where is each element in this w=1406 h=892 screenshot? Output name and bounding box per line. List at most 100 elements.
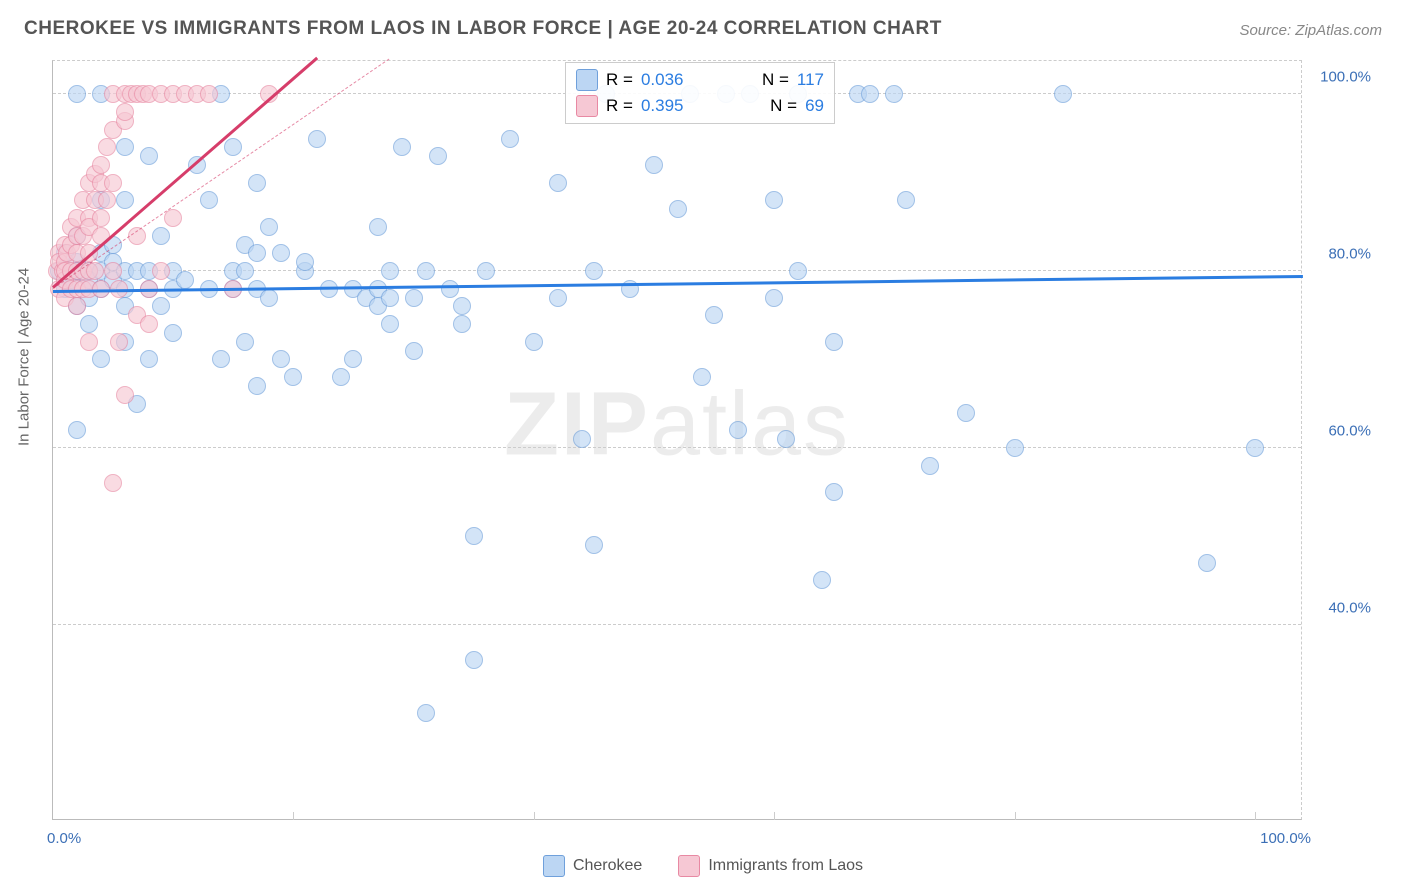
scatter-point: [777, 430, 795, 448]
scatter-point: [393, 138, 411, 156]
plot-area: ZIPatlas 0.0% 100.0% 40.0%60.0%80.0%100.…: [52, 60, 1302, 820]
r-label: R =: [606, 70, 633, 90]
legend-item: Immigrants from Laos: [678, 855, 863, 877]
scatter-point: [296, 253, 314, 271]
scatter-point: [381, 289, 399, 307]
scatter-point: [308, 130, 326, 148]
x-tick: [293, 812, 294, 820]
x-tick: [1255, 812, 1256, 820]
scatter-point: [417, 704, 435, 722]
scatter-point: [104, 262, 122, 280]
x-axis-min-label: 0.0%: [47, 830, 81, 847]
scatter-point: [284, 368, 302, 386]
scatter-point: [104, 174, 122, 192]
scatter-point: [957, 404, 975, 422]
r-label: R =: [606, 96, 633, 116]
scatter-point: [80, 333, 98, 351]
scatter-point: [1054, 85, 1072, 103]
scatter-point: [729, 421, 747, 439]
r-value: 0.036: [641, 70, 684, 90]
scatter-point: [272, 350, 290, 368]
y-tick-label: 80.0%: [1311, 246, 1371, 263]
x-tick: [534, 812, 535, 820]
scatter-point: [98, 191, 116, 209]
scatter-point: [152, 262, 170, 280]
scatter-point: [248, 174, 266, 192]
gridline: [53, 624, 1301, 625]
y-tick-label: 60.0%: [1311, 422, 1371, 439]
n-label: N =: [770, 96, 797, 116]
scatter-point: [98, 138, 116, 156]
scatter-point: [116, 103, 134, 121]
scatter-point: [272, 244, 290, 262]
scatter-point: [813, 571, 831, 589]
scatter-point: [765, 191, 783, 209]
scatter-point: [260, 289, 278, 307]
scatter-point: [110, 333, 128, 351]
chart-title: CHEROKEE VS IMMIGRANTS FROM LAOS IN LABO…: [24, 18, 942, 40]
scatter-point: [585, 536, 603, 554]
scatter-point: [453, 297, 471, 315]
scatter-point: [176, 271, 194, 289]
scatter-point: [405, 342, 423, 360]
scatter-point: [152, 297, 170, 315]
scatter-point: [1246, 439, 1264, 457]
scatter-point: [453, 315, 471, 333]
scatter-point: [477, 262, 495, 280]
scatter-point: [885, 85, 903, 103]
scatter-point: [152, 227, 170, 245]
y-tick-label: 40.0%: [1311, 599, 1371, 616]
scatter-point: [164, 324, 182, 342]
legend-swatch: [576, 95, 598, 117]
x-axis-max-label: 100.0%: [1260, 830, 1311, 847]
series-legend: Cherokee Immigrants from Laos: [0, 855, 1406, 882]
scatter-point: [116, 138, 134, 156]
scatter-point: [236, 333, 254, 351]
scatter-point: [921, 457, 939, 475]
scatter-point: [248, 244, 266, 262]
legend-swatch: [678, 855, 700, 877]
scatter-point: [417, 262, 435, 280]
scatter-point: [585, 262, 603, 280]
scatter-point: [104, 474, 122, 492]
legend-row: R =0.395N =69: [576, 93, 824, 119]
n-label: N =: [762, 70, 789, 90]
scatter-point: [92, 350, 110, 368]
watermark: ZIPatlas: [504, 373, 850, 476]
scatter-point: [116, 191, 134, 209]
legend-label: Immigrants from Laos: [708, 857, 863, 875]
scatter-point: [669, 200, 687, 218]
scatter-point: [212, 350, 230, 368]
legend-row: R = 0.036 N = 117: [576, 67, 824, 93]
r-value: 0.395: [641, 96, 684, 116]
scatter-point: [381, 262, 399, 280]
scatter-point: [140, 315, 158, 333]
scatter-point: [1198, 554, 1216, 572]
scatter-point: [248, 377, 266, 395]
legend-label: Cherokee: [573, 857, 642, 875]
y-axis-label: In Labor Force | Age 20-24: [16, 268, 33, 446]
scatter-point: [789, 262, 807, 280]
scatter-point: [861, 85, 879, 103]
correlation-legend: R =0.036N =117R =0.395N =69: [565, 62, 835, 124]
scatter-point: [549, 289, 567, 307]
x-tick: [1015, 812, 1016, 820]
scatter-point: [705, 306, 723, 324]
scatter-point: [525, 333, 543, 351]
scatter-point: [200, 85, 218, 103]
scatter-point: [236, 262, 254, 280]
scatter-point: [405, 289, 423, 307]
n-value: 117: [797, 70, 824, 90]
scatter-point: [693, 368, 711, 386]
scatter-point: [573, 430, 591, 448]
scatter-point: [1006, 439, 1024, 457]
scatter-point: [465, 527, 483, 545]
scatter-point: [68, 297, 86, 315]
scatter-point: [68, 421, 86, 439]
scatter-point: [429, 147, 447, 165]
gridline: [53, 447, 1301, 448]
scatter-point: [645, 156, 663, 174]
scatter-point: [344, 350, 362, 368]
x-tick: [774, 812, 775, 820]
scatter-point: [164, 209, 182, 227]
